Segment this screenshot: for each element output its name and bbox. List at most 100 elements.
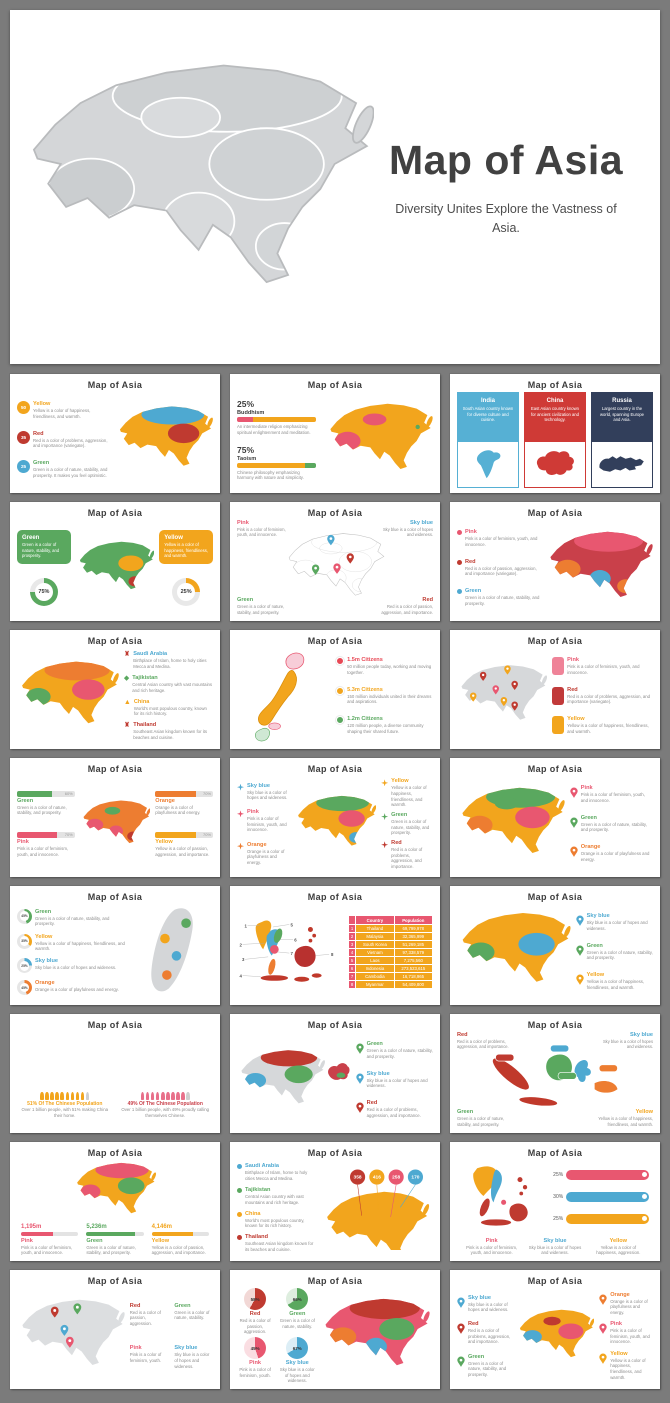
- person-icon: [140, 1092, 145, 1100]
- legend-label: Sky blue: [35, 958, 59, 965]
- progress-block: 60% Green Green is a color of nature, stab…: [17, 790, 75, 816]
- stat-value: 1,195m: [21, 1224, 42, 1231]
- stat-bar: [237, 417, 317, 423]
- panel-desc: Green is a color of nature, stability, a…: [22, 542, 60, 559]
- slide-thumbnail-1[interactable]: Map of Asia 50 Yellow Yellow is a color of …: [10, 374, 220, 493]
- slide-thumbnail-19[interactable]: Map of Asia 1,195m Pink Pink is a color of …: [10, 1142, 220, 1261]
- legend-label: Red: [465, 558, 476, 565]
- person-icon: [145, 1092, 150, 1100]
- hero-slide[interactable]: Map of Asia Diversity Unites Explore the…: [10, 10, 660, 364]
- legend-item: 35% Yellow Yellow is a color of happiness,…: [17, 933, 130, 952]
- stat-label: Taoism: [237, 455, 257, 462]
- legend-label: Red: [249, 1311, 261, 1318]
- country-card[interactable]: India South Asian country known for diver…: [457, 392, 519, 488]
- slide-thumbnail-8[interactable]: Map of Asia 1.5m Citizens 50 million peopl…: [230, 630, 440, 749]
- legend-label: Red: [366, 1100, 378, 1107]
- slide-thumbnail-18[interactable]: Map of Asia Red Red is a color of problems…: [450, 1014, 660, 1133]
- stat-block: 25% Buddhism An intermediate religion emph…: [237, 399, 320, 435]
- slide-title: Map of Asia: [307, 508, 363, 518]
- slide-thumbnail-22[interactable]: Map of Asia Red Red is a color of passion,…: [10, 1270, 220, 1389]
- legend-desc: Red is a color of problems, aggression, …: [366, 1107, 421, 1119]
- slide-thumbnail-15[interactable]: Map of Asia Sky blue Sky blue is a color o…: [450, 886, 660, 1005]
- legend-label: Pink: [465, 529, 477, 536]
- stat-desc: An intermediate religion emphasizing spi…: [237, 424, 311, 435]
- slide-thumbnail-10[interactable]: Map of Asia 60% Green Green is a color of n…: [10, 758, 220, 877]
- legend-label: 5.3m Citizens: [347, 686, 383, 693]
- pie-block: 67% Sky blue Sky blue is a color of hopes …: [279, 1337, 315, 1384]
- legend-item: Red Red is a color of problems, aggressio…: [381, 840, 433, 869]
- slide-title: Map of Asia: [527, 764, 583, 774]
- legend-label: Yellow: [567, 716, 585, 723]
- slide-title: Map of Asia: [87, 892, 143, 902]
- legend-desc: Red is a color of passion, aggression, a…: [381, 604, 433, 615]
- landmark-icon: ◆: [123, 675, 130, 683]
- stat-label: Buddhism: [237, 410, 265, 417]
- slide-thumbnail-2[interactable]: Map of Asia 25% Buddhism An intermediate re…: [230, 374, 440, 493]
- map-graphic: 1 2 3 4 5 6 7 8: [237, 904, 343, 1000]
- legend-item: Red Red is a color of problems, aggressio…: [457, 1321, 511, 1345]
- legend-label: 1.2m Citizens: [347, 716, 383, 723]
- color-chip: [552, 716, 565, 735]
- slide-thumbnail-13[interactable]: Map of Asia 45% Green Green is a color of n…: [10, 886, 220, 1005]
- slide-thumbnail-16[interactable]: Map of Asia 2005 - 201051% Of The Chinese…: [10, 1014, 220, 1133]
- table-row: 6 Indonesia 273,523,615: [347, 964, 434, 973]
- slide-body: India South Asian country known for diver…: [457, 392, 653, 488]
- progress-block: 70% Orange Orange is a color of playfulnes…: [155, 790, 214, 816]
- legend-label: Green: [86, 1237, 103, 1244]
- slide-thumbnail-20[interactable]: Map of Asia Saudi Arabia Birthplace of Isl…: [230, 1142, 440, 1261]
- slide-title: Map of Asia: [307, 636, 363, 646]
- slide-thumbnail-7[interactable]: Map of Asia ♜ Saudi Arabia Birthplace of Is…: [10, 630, 220, 749]
- landmark-icon: ▲: [123, 698, 131, 706]
- map-graphic: [17, 1160, 213, 1222]
- slide-body: 1 2 3 4 5 6 7 8 Country Population 1 Thailand 69,799…: [237, 904, 434, 1000]
- slide-thumbnail-12[interactable]: Map of Asia Pink Pink is a color of femini…: [450, 758, 660, 877]
- map-graphic: [237, 648, 331, 744]
- slide-thumbnail-3[interactable]: Map of Asia India South Asian country know…: [450, 374, 660, 493]
- slide-body: 50 Yellow Yellow is a color of happiness, …: [17, 392, 213, 488]
- slide-thumbnail-14[interactable]: Map of Asia 1 2 3 4 5 6 7 8 Country Population 1 Tha…: [230, 886, 440, 1005]
- legend-label: Tajikistan: [245, 1187, 271, 1194]
- slide-body: Pink Pink is a color of feminism, youth, …: [457, 648, 653, 744]
- country-card[interactable]: China East Asian country known for ancien…: [524, 392, 586, 488]
- legend-label: Green: [33, 460, 50, 467]
- legend-desc: Pink is a color of feminism, youth, and …: [465, 536, 538, 547]
- map-graphic: [516, 1288, 595, 1384]
- slide-thumbnail-24[interactable]: Map of Asia Sky blue Sky blue is a color o…: [450, 1270, 660, 1389]
- person-icon: [65, 1092, 70, 1100]
- slide-title: Map of Asia: [87, 764, 143, 774]
- person-icon: [70, 1092, 75, 1100]
- stat-bar: [237, 462, 317, 468]
- slide-body: Green Green is a color of nature, stabili…: [237, 1032, 433, 1128]
- country-card[interactable]: Russia Largest country in the world, span…: [591, 392, 653, 488]
- slide-thumbnail-6[interactable]: Map of Asia Pink Pink is a color of femini…: [450, 502, 660, 621]
- slide-thumbnail-11[interactable]: Map of Asia Sky blue Sky blue is a color o…: [230, 758, 440, 877]
- color-chip: [552, 657, 565, 676]
- hero-text-block: Map of Asia Diversity Unites Explore the…: [374, 137, 660, 236]
- legend-desc: Central Asian country with vast mountain…: [245, 1194, 304, 1205]
- table-row: 4 Vietnam 97,338,579: [347, 948, 434, 957]
- legend-desc: Orange is a color of playfulness and ene…: [247, 848, 285, 865]
- legend-desc: Green is a color of nature, stability.: [279, 1318, 315, 1329]
- pie-chart: 45%: [244, 1337, 267, 1360]
- slide-thumbnail-21[interactable]: Map of Asia 25% 30% 25% Pink Pink is a color …: [450, 1142, 660, 1261]
- legend-label: Green: [17, 797, 34, 804]
- slide-thumbnail-23[interactable]: Map of Asia 58% Red Red is a color of passi…: [230, 1270, 440, 1389]
- map-graphic: [457, 904, 571, 1000]
- map-pin-icon: [599, 1351, 607, 1369]
- person-icon: [45, 1092, 49, 1100]
- legend-desc: Pink is a color of feminism, youth, and …: [247, 816, 287, 833]
- legend-desc: Red is a color of problems, aggression, …: [457, 1038, 509, 1050]
- legend-label: Orange: [610, 1291, 630, 1298]
- slide-thumbnail-4[interactable]: Map of Asia Green Green is a color of natu…: [10, 502, 220, 621]
- slide-thumbnail-9[interactable]: Map of Asia Pink Pink is a color of femini…: [450, 630, 660, 749]
- slide-thumbnail-17[interactable]: Map of Asia Green Green is a color of natu…: [230, 1014, 440, 1133]
- person-icon: [150, 1092, 155, 1100]
- legend-item: Yellow Yellow is a color of happiness, fr…: [576, 972, 653, 990]
- slide-thumbnail-5[interactable]: Map of Asia Pink Pink is a color of femini…: [230, 502, 440, 621]
- slide-body: Sky blue Sky blue is a color of hopes and…: [237, 776, 433, 872]
- legend-item: Sky blue Sky blue is a color of hopes and…: [526, 1238, 583, 1256]
- legend-label: Yellow: [610, 1350, 628, 1357]
- panel-zone: Yellow Yellow is a color of happiness, fr…: [159, 520, 214, 616]
- legend-desc: World's most populous country, known for…: [245, 1217, 305, 1229]
- donut-chart: 25%: [172, 577, 201, 606]
